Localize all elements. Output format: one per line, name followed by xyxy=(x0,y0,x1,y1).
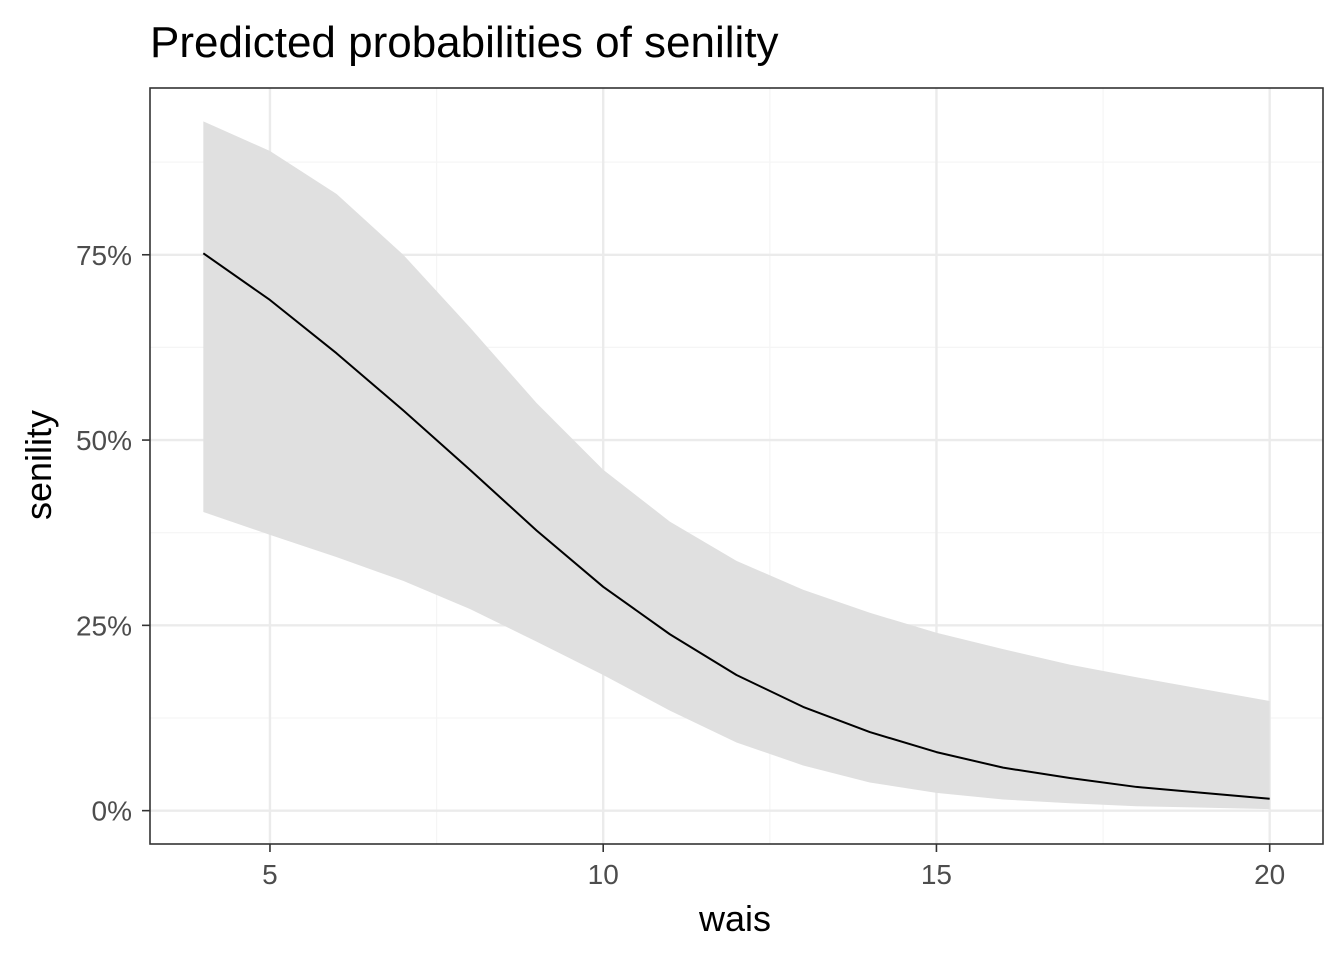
y-tick-label: 0% xyxy=(92,796,132,827)
y-tick-label: 25% xyxy=(76,610,132,641)
x-tick-label: 10 xyxy=(588,859,619,890)
y-tick-label: 75% xyxy=(76,240,132,271)
prediction-line-layer xyxy=(202,252,1270,800)
chart-title: Predicted probabilities of senility xyxy=(150,18,779,67)
y-axis-title: senility xyxy=(18,410,59,520)
confidence-band xyxy=(203,121,1270,810)
x-axis-title: wais xyxy=(698,898,771,939)
y-axis: 0% 25% 50% 75% xyxy=(76,240,150,827)
x-axis: 5 10 15 20 xyxy=(262,844,1285,890)
y-tick-label: 50% xyxy=(76,425,132,456)
panel-border xyxy=(149,87,1324,845)
x-tick-label: 20 xyxy=(1254,859,1285,890)
x-tick-label: 15 xyxy=(921,859,952,890)
x-tick-label: 5 xyxy=(262,859,278,890)
prediction-line xyxy=(202,252,1270,800)
confidence-band-layer xyxy=(203,121,1270,810)
